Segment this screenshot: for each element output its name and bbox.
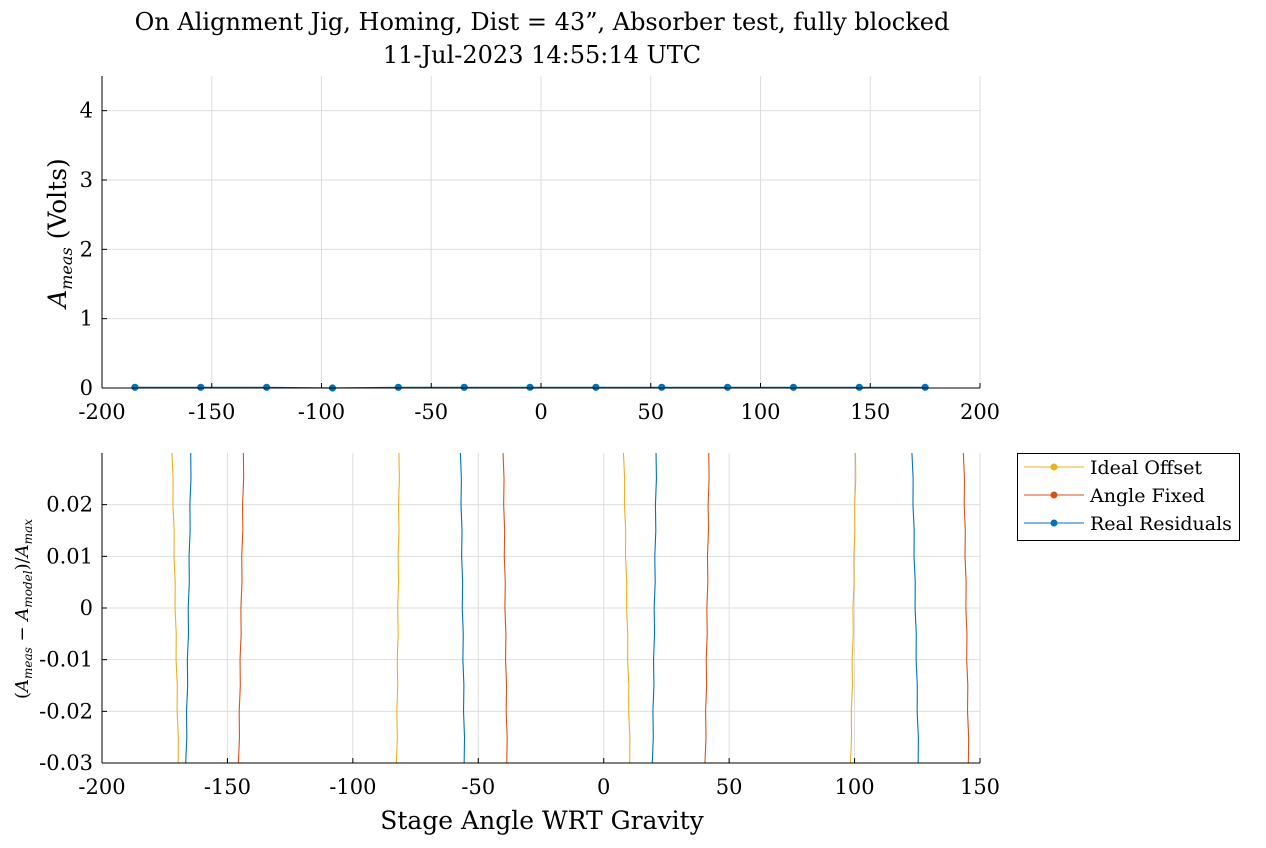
y-tick-label: 4 <box>80 99 93 123</box>
data-point <box>592 383 600 391</box>
residual-trace-ideal <box>395 452 400 764</box>
bottom-tick-labels: -200 -150 -100 -50 0 50 100 150 -0.03 -0.02 -0.01 0… <box>39 493 1000 799</box>
x-tick-label: -150 <box>188 400 235 424</box>
y-tick-label: -0.03 <box>39 751 93 775</box>
legend-label-real-residuals: Real Residuals <box>1090 513 1232 535</box>
x-tick-label: -150 <box>204 775 251 799</box>
x-tick-label: 200 <box>960 400 1000 424</box>
legend-entry-ideal-offset: Ideal Offset <box>1024 457 1202 479</box>
bottom-x-axis-label: Stage Angle WRT Gravity <box>380 806 704 835</box>
y-tick-label: 2 <box>80 237 93 261</box>
bottom-y-axis-label: (Ameas − Amodel)/Amax <box>12 519 35 699</box>
x-tick-label: -50 <box>461 775 495 799</box>
bottom-axis-lines <box>101 453 981 764</box>
data-point <box>131 383 139 391</box>
data-point <box>723 383 732 391</box>
legend-entry-real-residuals: Real Residuals <box>1024 513 1232 535</box>
legend: Ideal Offset Angle Fixed Real Residuals <box>1017 453 1240 541</box>
residual-trace-angle <box>704 452 710 764</box>
x-tick-label: -50 <box>414 400 448 424</box>
residual-trace-real <box>911 452 919 764</box>
x-tick-label: 50 <box>716 775 743 799</box>
chart-subtitle: 11-Jul-2023 14:55:14 UTC <box>383 41 701 69</box>
legend-marker-real <box>1050 519 1058 527</box>
y-tick-label: 3 <box>80 168 93 192</box>
data-point <box>526 383 534 391</box>
residual-trace-ideal <box>622 452 631 764</box>
x-tick-label: 100 <box>740 400 780 424</box>
bottom-axes: -200 -150 -100 -50 0 50 100 150 -0.03 -0.02 -0.01 0… <box>12 452 1000 835</box>
y-tick-label: 1 <box>80 307 93 331</box>
residual-trace-real <box>651 452 657 764</box>
top-grid <box>101 76 981 389</box>
legend-marker-ideal <box>1050 463 1058 471</box>
legend-entry-angle-fixed: Angle Fixed <box>1024 485 1205 507</box>
y-tick-label: -0.01 <box>39 648 93 672</box>
legend-label-angle-fixed: Angle Fixed <box>1089 485 1205 507</box>
x-tick-label: -100 <box>298 400 345 424</box>
top-tick-labels: -200 -150 -100 -50 0 50 100 150 200 0 1 2 3 4 <box>78 99 1000 424</box>
y-tick-label: -0.02 <box>39 699 93 723</box>
legend-marker-angle <box>1050 491 1058 499</box>
x-tick-label: 0 <box>597 775 610 799</box>
data-point <box>394 383 402 391</box>
y-tick-label: 0 <box>80 376 93 400</box>
x-tick-label: 150 <box>850 400 890 424</box>
top-plot-area <box>131 383 929 392</box>
bottom-plot-area <box>171 452 970 764</box>
data-point <box>197 383 205 391</box>
x-tick-label: 150 <box>960 775 1000 799</box>
residual-trace-angle <box>237 452 245 764</box>
data-point <box>263 383 271 391</box>
x-tick-label: -200 <box>78 400 125 424</box>
top-axes: -200 -150 -100 -50 0 50 100 150 200 0 1 2 3 4 Ameas (… <box>43 76 1000 424</box>
y-tick-label: 0.02 <box>46 493 93 517</box>
data-point <box>855 383 863 391</box>
x-tick-label: 50 <box>637 400 664 424</box>
residual-trace-real <box>459 452 466 764</box>
bottom-grid <box>101 453 981 764</box>
data-point <box>921 383 929 391</box>
x-tick-label: 0 <box>534 400 547 424</box>
chart-title: On Alignment Jig, Homing, Dist = 43”, Ab… <box>135 8 950 36</box>
residual-trace-ideal <box>849 452 857 764</box>
residual-trace-angle <box>502 452 508 764</box>
y-tick-label: 0.01 <box>46 544 93 568</box>
data-point <box>460 383 468 391</box>
residual-trace-angle <box>962 452 970 764</box>
x-tick-label: -200 <box>78 775 125 799</box>
top-y-axis-label: Ameas (Volts) <box>43 158 76 310</box>
x-tick-label: 100 <box>835 775 875 799</box>
top-axis-lines <box>101 76 981 389</box>
y-tick-label: 0 <box>80 596 93 620</box>
data-point <box>789 383 798 391</box>
data-point <box>658 383 666 391</box>
legend-label-ideal-offset: Ideal Offset <box>1090 457 1202 479</box>
x-tick-label: -100 <box>329 775 376 799</box>
residual-trace-ideal <box>171 452 179 764</box>
residual-trace-real <box>185 452 192 764</box>
